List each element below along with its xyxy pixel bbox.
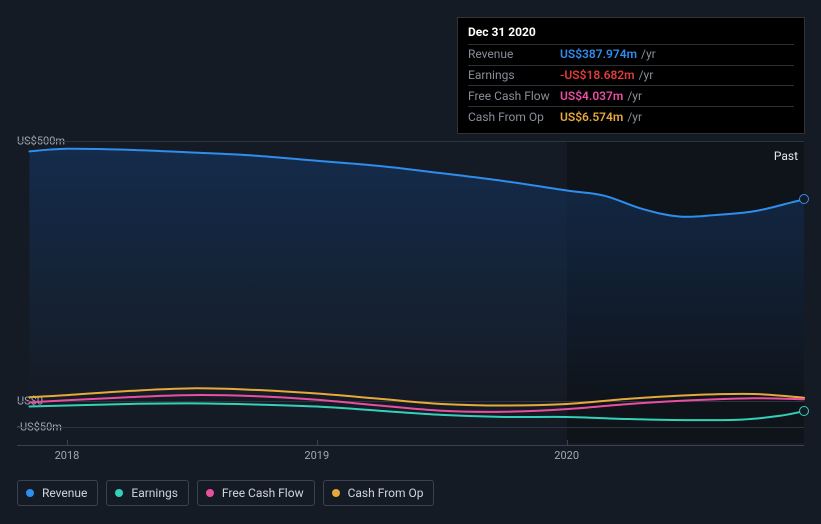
series-endpoint-earnings — [799, 406, 809, 416]
tooltip-row: Cash From OpUS$6.574m/yr — [468, 106, 794, 127]
x-axis-label: 2020 — [554, 449, 579, 462]
x-axis: 201820192020 — [17, 445, 804, 446]
legend-dot-icon — [206, 489, 214, 497]
tooltip-row: RevenueUS$387.974m/yr — [468, 44, 794, 65]
x-tick — [317, 440, 318, 446]
tooltip-metric-unit: /yr — [639, 67, 654, 84]
x-axis-label: 2018 — [55, 449, 80, 462]
past-label: Past — [774, 149, 798, 163]
tooltip-metric-value: US$387.974m — [560, 46, 637, 63]
legend-dot-icon — [332, 489, 340, 497]
x-axis-label: 2019 — [304, 449, 329, 462]
legend-item-revenue[interactable]: Revenue — [17, 480, 98, 506]
legend-label: Earnings — [131, 486, 178, 500]
tooltip-metric-label: Earnings — [468, 67, 560, 84]
tooltip-metric-value: US$6.574m — [560, 109, 623, 126]
legend-label: Revenue — [42, 486, 87, 500]
chart-legend: Revenue Earnings Free Cash Flow Cash From O… — [17, 480, 434, 506]
chart-plot-area[interactable]: Past — [17, 141, 804, 443]
legend-label: Cash From Op — [348, 486, 424, 500]
legend-item-earnings[interactable]: Earnings — [106, 480, 189, 506]
tooltip-metric-unit: /yr — [627, 109, 642, 126]
series-line-earnings — [29, 403, 804, 420]
tooltip-metric-unit: /yr — [627, 88, 642, 105]
tooltip-metric-value: US$4.037m — [560, 88, 623, 105]
legend-dot-icon — [26, 489, 34, 497]
tooltip-metric-value: -US$18.682m — [560, 67, 635, 84]
tooltip-metric-label: Revenue — [468, 46, 560, 63]
revenue-area-fill — [29, 149, 804, 402]
x-tick — [567, 440, 568, 446]
legend-item-cash-from-op[interactable]: Cash From Op — [323, 480, 435, 506]
legend-dot-icon — [115, 489, 123, 497]
tooltip-row: Earnings-US$18.682m/yr — [468, 65, 794, 86]
tooltip-row: Free Cash FlowUS$4.037m/yr — [468, 85, 794, 106]
legend-label: Free Cash Flow — [222, 486, 304, 500]
tooltip-metric-label: Cash From Op — [468, 109, 560, 126]
x-tick — [67, 440, 68, 446]
chart-tooltip: Dec 31 2020 RevenueUS$387.974m/yrEarning… — [457, 17, 805, 134]
tooltip-metric-label: Free Cash Flow — [468, 88, 560, 105]
tooltip-date: Dec 31 2020 — [468, 24, 794, 44]
series-endpoint-revenue — [799, 194, 809, 204]
tooltip-metric-unit: /yr — [641, 46, 656, 63]
legend-item-free-cash-flow[interactable]: Free Cash Flow — [197, 480, 315, 506]
